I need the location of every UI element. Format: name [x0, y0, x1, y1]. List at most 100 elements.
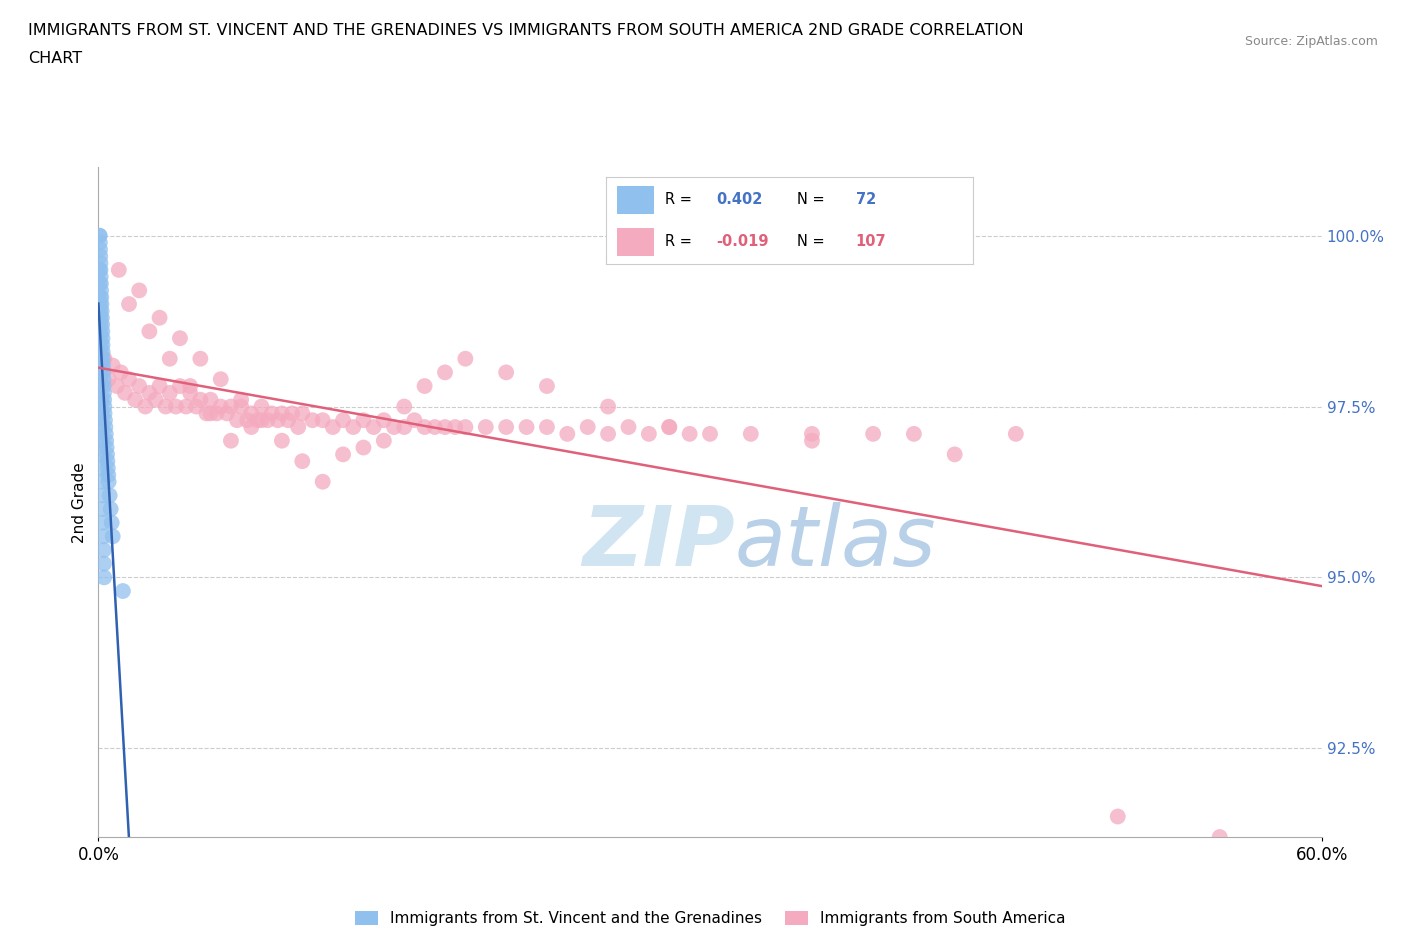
Point: [91, 460, 114, 475]
Point: [91, 447, 114, 462]
Point: [128, 283, 150, 298]
Point: [89, 331, 111, 346]
Point: [186, 399, 208, 414]
Point: [557, 427, 579, 442]
Point: [90, 311, 112, 325]
Point: [617, 419, 640, 434]
Point: [250, 399, 273, 414]
Point: [89, 303, 111, 318]
Point: [90, 344, 112, 359]
Point: [89, 235, 111, 250]
Point: [93, 542, 115, 557]
Point: [90, 270, 112, 285]
Point: [118, 297, 141, 312]
Point: [165, 399, 187, 414]
Point: [801, 433, 824, 448]
Point: [312, 474, 335, 489]
Text: Source: ZipAtlas.com: Source: ZipAtlas.com: [1244, 35, 1378, 48]
Point: [118, 372, 141, 387]
Point: [90, 365, 112, 379]
Point: [270, 405, 294, 420]
Point: [404, 413, 426, 428]
Point: [287, 419, 309, 434]
Point: [90, 338, 112, 352]
Point: [1208, 830, 1232, 844]
Text: ZIP: ZIP: [582, 502, 734, 583]
Point: [312, 413, 335, 428]
Point: [444, 419, 467, 434]
Point: [90, 352, 112, 366]
Point: [124, 392, 146, 407]
Point: [91, 317, 114, 332]
Point: [149, 379, 172, 393]
Point: [89, 242, 111, 257]
Point: [91, 433, 114, 448]
Point: [801, 427, 824, 442]
Point: [433, 365, 456, 379]
Point: [91, 358, 114, 373]
Point: [246, 413, 269, 428]
Point: [97, 460, 120, 475]
Point: [90, 290, 112, 305]
Point: [516, 419, 538, 434]
Point: [138, 324, 160, 339]
Point: [454, 352, 477, 366]
Point: [91, 352, 114, 366]
Point: [188, 392, 212, 407]
Point: [149, 311, 172, 325]
Point: [100, 501, 122, 516]
Point: [236, 413, 259, 428]
Point: [392, 419, 416, 434]
Point: [699, 427, 721, 442]
Point: [260, 405, 283, 420]
Point: [174, 399, 197, 414]
Point: [96, 447, 118, 462]
Point: [91, 324, 114, 339]
Point: [179, 385, 201, 400]
Point: [200, 405, 222, 420]
Point: [89, 276, 111, 291]
Point: [679, 427, 702, 442]
Point: [93, 392, 115, 407]
Text: atlas: atlas: [734, 502, 936, 583]
Point: [179, 379, 201, 393]
Point: [658, 419, 681, 434]
Point: [862, 427, 884, 442]
Point: [301, 413, 323, 428]
Point: [433, 419, 456, 434]
Point: [91, 338, 114, 352]
Point: [93, 570, 115, 585]
Point: [94, 427, 117, 442]
Point: [90, 419, 112, 434]
Point: [382, 419, 405, 434]
Point: [332, 447, 354, 462]
Point: [226, 413, 249, 428]
Point: [97, 372, 120, 387]
Point: [209, 399, 232, 414]
Point: [159, 352, 181, 366]
Point: [291, 405, 314, 420]
Point: [91, 515, 114, 530]
Point: [250, 413, 273, 428]
Point: [638, 427, 661, 442]
Point: [943, 447, 966, 462]
Point: [423, 419, 446, 434]
Point: [155, 399, 177, 414]
Point: [159, 385, 181, 400]
Point: [219, 399, 242, 414]
Point: [291, 454, 314, 469]
Point: [281, 405, 304, 420]
Point: [536, 419, 558, 434]
Point: [110, 365, 132, 379]
Point: [332, 413, 354, 428]
Point: [352, 413, 374, 428]
Point: [114, 385, 136, 400]
Point: [97, 474, 120, 489]
Point: [373, 413, 395, 428]
Point: [90, 392, 112, 407]
Point: [91, 344, 114, 359]
Point: [89, 228, 111, 243]
Point: [90, 276, 112, 291]
Point: [93, 405, 115, 420]
Point: [94, 419, 117, 434]
